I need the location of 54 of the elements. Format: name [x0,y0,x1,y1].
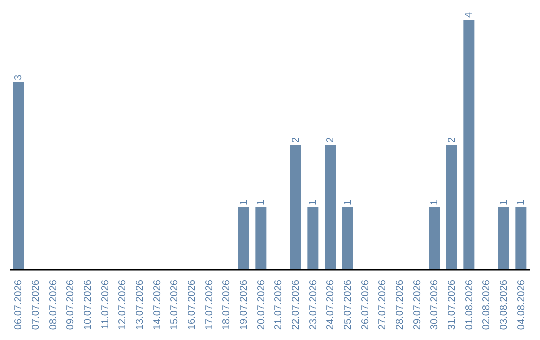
x-tick-label: 23.07.2026 [308,280,320,330]
bar [308,208,319,270]
x-tick-label: 08.07.2026 [48,280,60,330]
x-tick-label: 29.07.2026 [412,280,424,330]
x-tick-label: 13.07.2026 [135,280,146,330]
data-label: 1 [516,200,528,206]
x-tick-label: 20.07.2026 [256,280,268,330]
bar [256,208,267,270]
x-tick-label: 11.07.2026 [100,280,112,330]
x-tick-label: 19.07.2026 [239,280,250,330]
x-tick-label: 10.07.2026 [83,280,94,330]
bar [290,145,302,270]
bar [325,145,336,270]
data-label: 2 [326,137,336,143]
bar [429,208,440,270]
x-tick-label: 28.07.2026 [395,280,406,330]
x-tick-label: 25.07.2026 [343,280,354,330]
bar [238,208,250,270]
x-tick-label: 03.08.2026 [499,280,510,330]
bar [446,145,458,270]
x-tick-label: 18.07.2026 [222,280,233,330]
x-tick-label: 31.07.2026 [447,280,458,330]
x-tick-label: 04.08.2026 [516,280,528,330]
bar [498,208,510,270]
data-label: 1 [342,200,354,206]
x-tick-label: 07.07.2026 [31,280,42,330]
x-tick-label: 22.07.2026 [291,280,302,330]
x-tick-label: 30.07.2026 [430,280,441,330]
data-label: 2 [446,137,458,143]
bar [13,82,24,270]
x-tick-label: 24.07.2026 [326,280,337,330]
x-tick-label: 09.07.2026 [66,280,77,330]
x-tick-label: 14.07.2026 [152,280,164,330]
bar [464,20,475,270]
data-label: 3 [14,74,24,80]
x-tick-label: 01.08.2026 [464,280,476,330]
data-label: 1 [308,200,320,206]
x-tick-label: 15.07.2026 [170,280,181,330]
data-label: 4 [464,12,476,18]
data-label: 1 [430,200,440,206]
data-label: 1 [498,200,510,206]
x-tick-label: 06.07.2026 [14,280,25,330]
data-label: 1 [256,200,268,206]
x-tick-label: 26.07.2026 [360,280,372,330]
x-tick-label: 21.07.2026 [274,280,285,330]
x-tick-label: 12.07.2026 [118,280,129,330]
x-tick-label: 02.08.2026 [482,280,493,330]
bar [516,208,527,270]
x-tick-label: 16.07.2026 [187,280,198,330]
bar [342,208,354,270]
data-label: 1 [238,200,250,206]
x-tick-label: 17.07.2026 [204,280,216,330]
data-label: 2 [290,137,302,143]
x-tick-label: 27.07.2026 [378,280,389,330]
